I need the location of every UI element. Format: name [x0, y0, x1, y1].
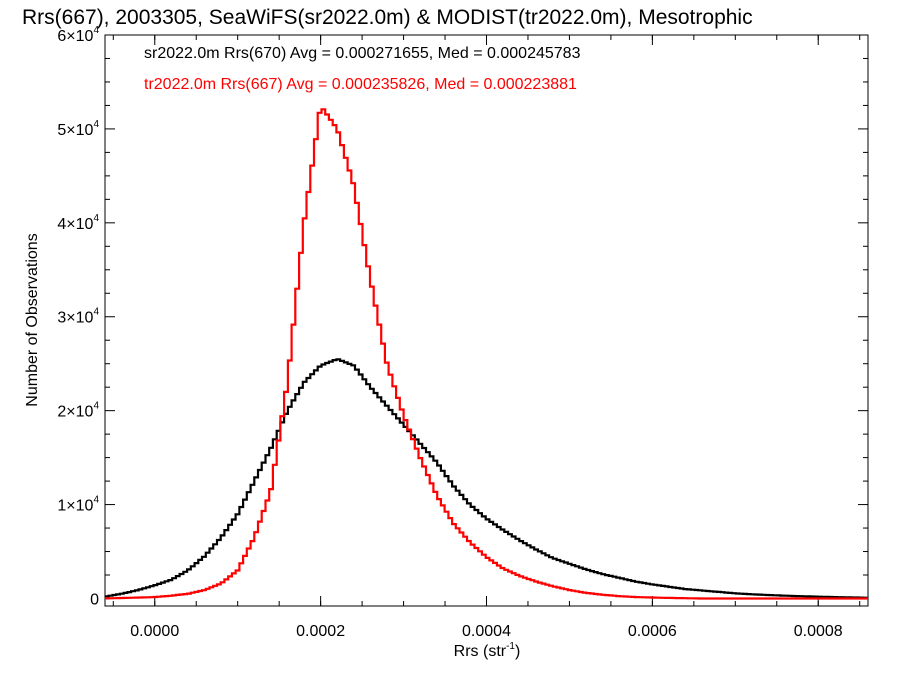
y-tick-label: 3×104 [57, 307, 99, 327]
y-tick-label: 2×104 [57, 401, 99, 421]
x-tick-label: 0.0006 [628, 623, 677, 640]
y-axis: 0 1×104 2×104 3×104 4×104 5×104 6×104 [57, 25, 868, 608]
series-layer [105, 108, 868, 600]
x-axis: 0.0000 0.0002 0.0004 0.0006 0.0008 [112, 35, 861, 640]
series-line-2 [105, 108, 868, 600]
x-tick-label: 0.0008 [794, 623, 843, 640]
x-axis-label: Rrs (str-1) [454, 641, 521, 660]
x-tick-label: 0.0004 [462, 623, 511, 640]
y-tick-label: 6×104 [57, 25, 99, 45]
y-tick-label: 0 [90, 591, 99, 608]
legend: sr2022.0m Rrs(670) Avg = 0.000271655, Me… [144, 45, 581, 93]
x-tick-label: 0.0002 [296, 623, 345, 640]
x-tick-label: 0.0000 [130, 623, 179, 640]
legend-entry-series-2: tr2022.0m Rrs(667) Avg = 0.000235826, Me… [144, 76, 577, 93]
legend-entry-series-1: sr2022.0m Rrs(670) Avg = 0.000271655, Me… [144, 45, 581, 62]
y-axis-label: Number of Observations [24, 233, 41, 406]
y-tick-label: 5×104 [57, 119, 99, 139]
y-tick-label: 1×104 [57, 495, 99, 515]
y-tick-label: 4×104 [57, 213, 99, 233]
chart-title: Rrs(667), 2003305, SeaWiFS(sr2022.0m) & … [22, 6, 753, 29]
series-line-1 [105, 358, 868, 599]
